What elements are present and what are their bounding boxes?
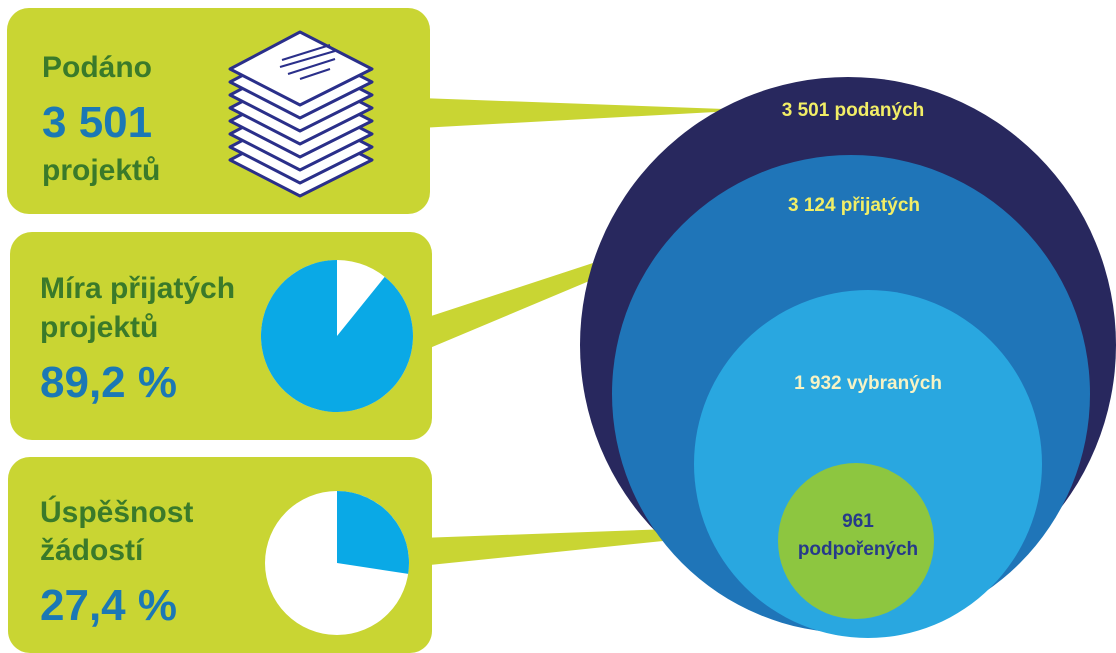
panel-submitted-subtitle: projektů [42,154,160,187]
panel-submitted-value: 3 501 [42,98,152,147]
success-rate-pie-slice [337,491,409,574]
circle-supported [778,463,934,619]
panel-success-subtitle: žádostí [40,534,145,567]
panel-submitted-title: Podáno [42,51,152,84]
panel-accepted-value: 89,2 % [40,358,177,407]
panel-success-value: 27,4 % [40,581,177,630]
accepted-rate-pie-slice [260,259,413,413]
nested-circles [580,77,1116,638]
circle-selected-label: 1 932 vybraných [794,373,942,394]
connector-submitted [420,98,752,128]
panel-accepted-rate: Míra přijatých projektů 89,2 % [10,232,432,440]
panel-submitted: Podáno 3 501 projektů [7,8,430,214]
panel-success-title: Úspěšnost [40,495,193,529]
document-stack-icon [228,30,374,198]
circle-submitted-label: 3 501 podaných [782,100,925,121]
circle-accepted-label: 3 124 přijatých [788,195,920,216]
circle-supported-label: podpořených [798,539,918,560]
panel-accepted-subtitle: projektů [40,311,158,344]
accepted-rate-pie [260,259,413,413]
panel-accepted-title: Míra přijatých [40,272,235,305]
circle-supported-value: 961 [842,511,874,532]
success-rate-pie [265,491,409,635]
panel-success-rate: Úspěšnost žádostí 27,4 % [8,457,432,653]
